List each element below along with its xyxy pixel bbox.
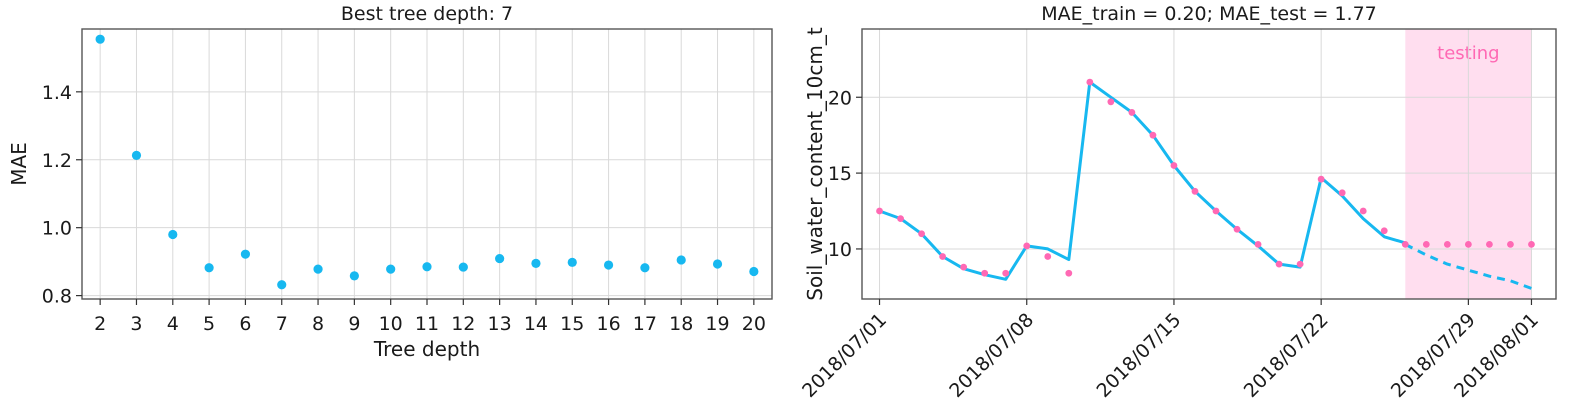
left-x-tick-label: 2 <box>94 313 106 335</box>
left-ticks: 2 3 4 5 6 7 8 9 10 11 12 13 14 15 16 17 18 19 20 0.8 1.0 1.2 1… <box>42 82 766 335</box>
predicted-point <box>981 269 989 277</box>
left-marks <box>95 34 759 290</box>
left-x-tick-label: 12 <box>451 313 475 335</box>
left-x-tick-label: 8 <box>312 313 324 335</box>
predicted-point <box>1212 207 1220 215</box>
left-x-tick-label: 5 <box>203 313 215 335</box>
observed-train-line <box>878 80 1406 281</box>
left-y-tick-label: 1.0 <box>42 218 72 240</box>
mae-point <box>567 257 577 267</box>
mae-point <box>495 253 505 264</box>
left-y-tick-label: 1.4 <box>42 82 72 104</box>
left-x-tick-label: 3 <box>130 313 142 335</box>
left-x-tick-label: 18 <box>669 313 693 335</box>
right-x-tick-label: 2018/07/01 <box>798 309 891 402</box>
mae-point <box>95 34 105 44</box>
predicted-point <box>1002 269 1010 277</box>
predicted-point <box>1401 240 1409 248</box>
tree-depth-panel: 2 3 4 5 6 7 8 9 10 11 12 13 14 15 16 17 18 19 20 0.8 1.0 1.2 1… <box>7 3 773 361</box>
predicted-point <box>1359 207 1367 215</box>
predicted-point <box>1086 78 1094 86</box>
left-x-tick-label: 4 <box>167 313 179 335</box>
right-y-tick-label: 20 <box>828 87 852 109</box>
predicted-point <box>1507 240 1514 248</box>
predicted-point <box>1170 162 1178 169</box>
left-x-tick-label: 20 <box>742 313 766 335</box>
right-y-axis-label: Soil_water_content_10cm_t <box>803 27 827 301</box>
predicted-point <box>1296 260 1304 268</box>
right-y-tick-label: 15 <box>828 163 852 185</box>
predicted-point <box>1486 240 1493 248</box>
left-y-axis-label: MAE <box>7 142 31 186</box>
predicted-point <box>1338 189 1346 197</box>
left-x-tick-label: 17 <box>633 313 657 335</box>
left-y-tick-label: 1.2 <box>42 150 72 172</box>
predicted-point <box>918 230 925 238</box>
left-x-tick-label: 19 <box>705 313 729 335</box>
predicted-point <box>939 253 947 260</box>
mae-point <box>240 249 251 259</box>
predicted-point <box>1065 269 1073 277</box>
left-x-tick-label: 10 <box>379 313 403 335</box>
mae-point <box>458 262 468 272</box>
left-x-tick-label: 13 <box>488 313 512 335</box>
right-x-tick-label: 2018/07/22 <box>1240 309 1333 402</box>
predicted-point <box>1233 225 1241 233</box>
mae-point <box>531 258 541 268</box>
predicted-point <box>876 207 883 215</box>
predicted-point <box>1528 240 1535 248</box>
predicted-point <box>1044 253 1052 260</box>
left-x-axis-label: Tree depth <box>373 337 480 361</box>
mae-point <box>168 229 178 240</box>
mae-point <box>640 263 650 273</box>
right-y-tick-label: 10 <box>828 239 852 261</box>
predicted-point <box>1191 187 1199 195</box>
left-x-tick-label: 9 <box>348 313 360 335</box>
left-x-tick-label: 16 <box>596 313 620 335</box>
mae-point <box>712 259 723 269</box>
left-x-tick-label: 11 <box>415 313 439 335</box>
predicted-point <box>1023 242 1031 250</box>
predicted-point <box>1107 98 1115 106</box>
mae-point <box>749 266 759 277</box>
left-x-tick-label: 15 <box>560 313 584 335</box>
right-x-tick-label: 2018/07/08 <box>945 309 1038 402</box>
predicted-point <box>960 263 968 271</box>
left-x-tick-label: 7 <box>276 313 288 335</box>
predicted-point <box>897 215 904 223</box>
predicted-point <box>1317 175 1325 183</box>
left-x-tick-label: 14 <box>524 313 548 335</box>
predicted-point <box>1149 131 1157 139</box>
left-x-tick-label: 6 <box>239 313 251 335</box>
mae-point <box>676 255 686 265</box>
left-y-tick-label: 0.8 <box>42 286 72 308</box>
left-grid <box>82 29 772 299</box>
mae-point <box>422 262 432 272</box>
mae-point <box>603 260 614 270</box>
mae-point <box>277 280 287 290</box>
soil-water-panel: testing 2018/07/01 2018/07/08 2018/07/15 20… <box>798 3 1557 402</box>
mae-point <box>386 264 396 274</box>
right-marks <box>876 78 1535 290</box>
predicted-point <box>1275 260 1283 268</box>
mae-point <box>131 150 142 160</box>
left-chart-title: Best tree depth: 7 <box>341 3 513 25</box>
mae-point <box>204 263 214 273</box>
predicted-point <box>1422 240 1430 248</box>
predicted-point <box>1128 109 1136 116</box>
predicted-point <box>1254 240 1262 248</box>
predicted-point <box>1443 240 1451 248</box>
right-plot-frame <box>861 28 1557 300</box>
mae-point <box>313 264 323 274</box>
predicted-point <box>1464 240 1472 248</box>
right-chart-title: MAE_train = 0.20; MAE_test = 1.77 <box>1041 3 1377 25</box>
right-x-tick-label: 2018/07/15 <box>1092 309 1185 402</box>
mae-point <box>349 271 359 281</box>
predicted-point <box>1380 227 1388 235</box>
right-grid <box>862 29 1556 299</box>
